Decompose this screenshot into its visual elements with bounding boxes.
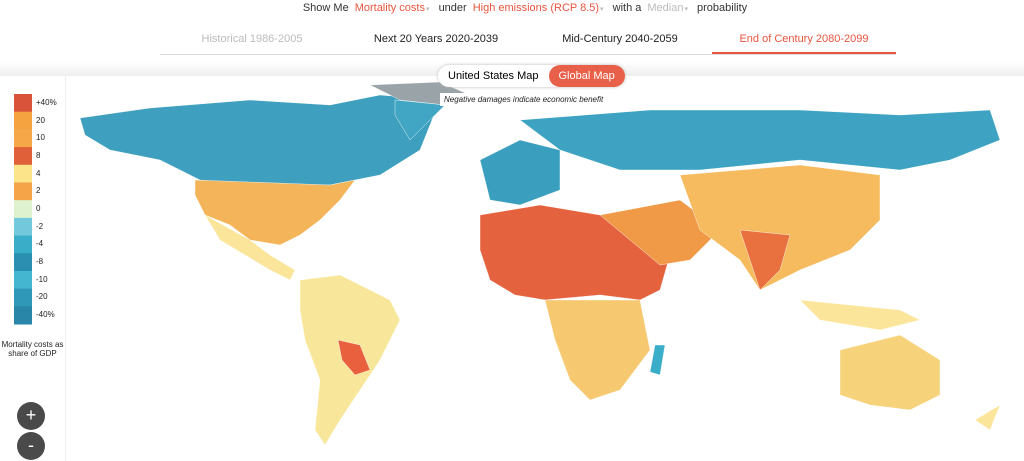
text: with a — [612, 2, 642, 14]
zoom-out[interactable]: - — [17, 432, 45, 460]
region — [739, 229, 791, 291]
countries — [79, 81, 1001, 446]
zoom-in[interactable]: + — [17, 402, 45, 430]
legend-swatch — [14, 270, 32, 290]
map-toggle: United States Map Global Map — [438, 65, 625, 87]
region — [479, 139, 561, 206]
region — [394, 99, 446, 141]
legend-swatch — [14, 182, 32, 201]
text: under — [438, 2, 467, 14]
region — [79, 94, 441, 186]
legend-label: 2 — [36, 186, 41, 196]
text: probability — [697, 2, 748, 14]
region — [194, 179, 356, 246]
region — [599, 199, 721, 266]
region — [974, 404, 1001, 431]
region — [204, 214, 296, 281]
tab[interactable]: Next 20 Years 2020-2039 — [373, 33, 499, 45]
legend-label: 20 — [36, 115, 45, 125]
metric-dropdown[interactable]: Mortality costs — [354, 2, 425, 14]
region — [544, 299, 651, 401]
query-sentence: Show Me Mortality costs▾ under High emissi… — [302, 2, 748, 14]
region — [649, 344, 666, 376]
legend-label: -40% — [36, 310, 55, 320]
tab[interactable]: Mid-Century 2040-2059 — [562, 33, 678, 45]
region — [799, 299, 921, 331]
legend-label: 4 — [36, 168, 41, 178]
scenario-dropdown[interactable]: High emissions (RCP 8.5) — [472, 2, 600, 14]
region — [337, 339, 371, 376]
legend-swatch — [14, 235, 32, 254]
legend-label: -8 — [36, 257, 44, 267]
period-tabs: Historical 1986-2005 Next 20 Years 2020-… — [160, 24, 896, 55]
tab[interactable]: End of Century 2080-2099 — [712, 24, 896, 54]
toggle-button[interactable]: Global Map — [548, 65, 625, 87]
legend-swatch — [14, 111, 32, 130]
map-note: Negative damages indicate economic benef… — [440, 93, 608, 106]
legend-label: 10 — [36, 133, 45, 143]
region — [839, 334, 941, 411]
legend-bar — [14, 94, 32, 325]
legend-swatch — [14, 200, 32, 219]
legend-label: 8 — [36, 150, 41, 160]
legend-swatch — [14, 253, 32, 272]
legend-swatch — [14, 288, 32, 307]
legend-label: +40% — [36, 97, 57, 107]
text: Show Me — [302, 2, 349, 14]
legend-swatch — [14, 306, 32, 325]
legend-caption: Mortality costs as share of GDP — [1, 340, 64, 358]
legend-swatch — [14, 164, 32, 183]
world-map — [79, 81, 1001, 446]
legend-panel: +40% 20 10 8 4 2 0 -2 -4 -8 -10 -20 -40% Mortality c… — [0, 76, 66, 461]
legend-label: 0 — [36, 204, 41, 213]
region — [519, 109, 1001, 171]
legend-swatch — [14, 217, 32, 237]
toggle-button[interactable]: United States Map — [448, 70, 539, 82]
legend-swatch — [14, 94, 32, 113]
legend-label: -4 — [36, 239, 44, 249]
legend-label: -10 — [36, 274, 48, 284]
tab[interactable]: Historical 1986-2005 — [201, 33, 303, 45]
region — [679, 164, 881, 291]
legend-label: -20 — [36, 292, 48, 302]
legend-swatch — [14, 129, 32, 148]
legend-swatch — [14, 147, 32, 166]
probability-dropdown[interactable]: Median — [647, 2, 684, 14]
legend-label: -2 — [36, 221, 44, 231]
